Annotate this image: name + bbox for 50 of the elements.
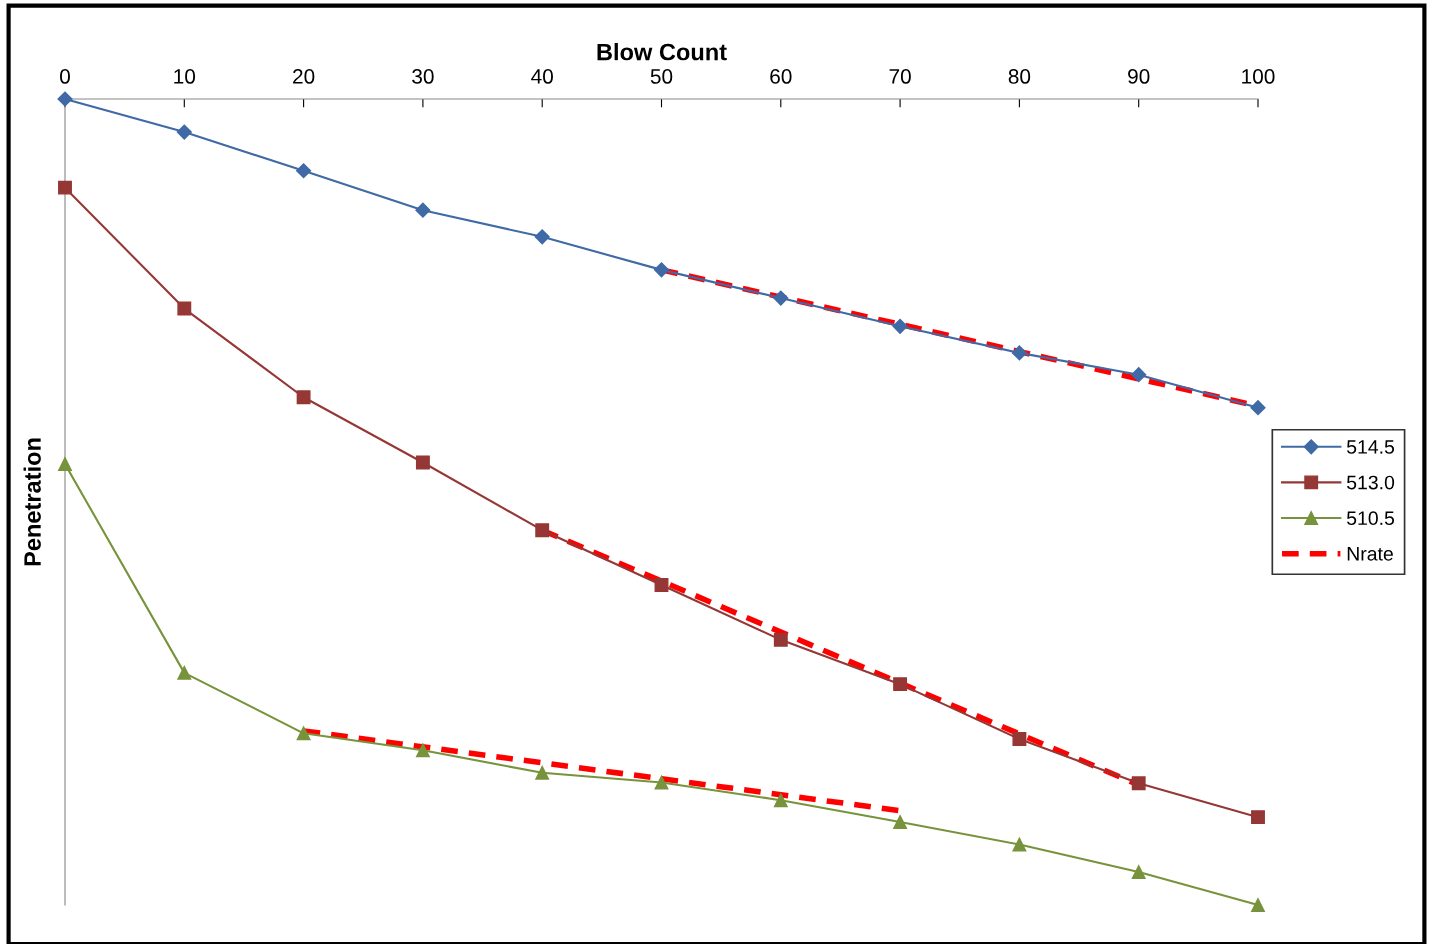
x-tick-label: 0 xyxy=(60,69,70,84)
point xyxy=(893,677,908,692)
point xyxy=(177,301,192,316)
point xyxy=(296,163,312,179)
point xyxy=(415,455,430,470)
point xyxy=(773,632,788,647)
x-tick-label: 30 xyxy=(412,69,434,84)
legend-label: 510.5 xyxy=(1346,511,1395,526)
point xyxy=(892,318,908,334)
point xyxy=(57,91,73,107)
point xyxy=(1251,810,1265,825)
point xyxy=(534,229,550,245)
point xyxy=(1250,400,1266,416)
point xyxy=(58,180,72,195)
point xyxy=(176,124,192,140)
point xyxy=(415,202,431,218)
point xyxy=(177,665,192,680)
point xyxy=(893,815,908,829)
point xyxy=(1131,367,1147,383)
x-tick-label: 90 xyxy=(1128,69,1150,84)
point xyxy=(415,743,430,758)
legend-label: 513.0 xyxy=(1346,475,1395,490)
x-tick-label: 50 xyxy=(650,69,673,84)
point xyxy=(1012,837,1027,852)
point xyxy=(535,765,550,780)
point xyxy=(535,523,550,538)
point xyxy=(773,290,789,306)
point xyxy=(1131,865,1146,879)
point xyxy=(1011,345,1027,361)
legend-label: 514.5 xyxy=(1346,440,1395,454)
x-tick-label: 70 xyxy=(889,69,911,84)
point xyxy=(654,775,669,790)
point xyxy=(773,793,788,808)
x-tick-label: 10 xyxy=(174,69,196,84)
x-tick-label: 80 xyxy=(1008,69,1031,84)
x-tick-label: 40 xyxy=(531,69,553,84)
x-tick-label: 60 xyxy=(770,69,792,84)
x-tick-label: 100 xyxy=(1242,69,1275,84)
point xyxy=(296,726,311,741)
point xyxy=(1251,898,1265,912)
point xyxy=(1012,732,1027,746)
point xyxy=(58,457,72,472)
point xyxy=(1131,776,1146,791)
x-tick-label: 20 xyxy=(293,69,315,84)
point xyxy=(653,262,670,278)
point xyxy=(654,578,669,592)
y-axis-title: Penetration xyxy=(23,438,41,566)
legend-label: Nrate xyxy=(1347,547,1393,561)
x-axis-title: Blow Count xyxy=(597,43,727,61)
point xyxy=(296,390,311,405)
